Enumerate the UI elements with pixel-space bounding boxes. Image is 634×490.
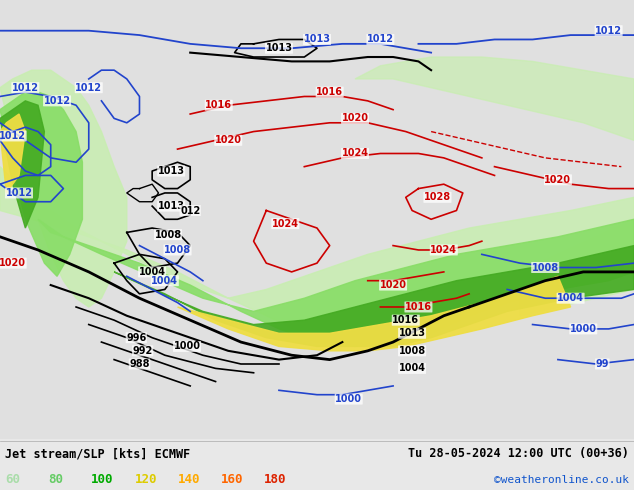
Text: 1008: 1008: [532, 263, 559, 272]
Text: 1020: 1020: [545, 175, 571, 185]
Text: 1012: 1012: [0, 131, 26, 141]
Text: 99: 99: [595, 359, 609, 369]
Text: 60: 60: [5, 473, 20, 486]
Polygon shape: [178, 276, 571, 351]
Text: 1012: 1012: [367, 34, 394, 45]
Text: 80: 80: [48, 473, 63, 486]
Text: 1000: 1000: [335, 394, 362, 404]
Text: 1004: 1004: [139, 267, 165, 277]
Text: 988: 988: [129, 359, 150, 369]
Text: 1004: 1004: [557, 293, 584, 303]
Polygon shape: [0, 92, 82, 276]
Text: 160: 160: [221, 473, 243, 486]
Polygon shape: [0, 101, 44, 228]
Text: 1013: 1013: [158, 166, 184, 176]
Text: 1004: 1004: [152, 276, 178, 286]
Text: 1008: 1008: [164, 245, 191, 255]
Text: 100: 100: [91, 473, 113, 486]
Text: 996: 996: [126, 333, 146, 343]
Text: Tu 28-05-2024 12:00 UTC (00+36): Tu 28-05-2024 12:00 UTC (00+36): [408, 447, 629, 461]
Text: 1016: 1016: [392, 315, 419, 325]
Text: ©weatheronline.co.uk: ©weatheronline.co.uk: [494, 475, 629, 485]
Text: 1008: 1008: [399, 346, 425, 356]
Text: 1000: 1000: [570, 324, 597, 334]
Text: 1024: 1024: [430, 245, 457, 255]
Text: 1008: 1008: [155, 230, 181, 240]
Polygon shape: [520, 220, 634, 316]
Polygon shape: [0, 167, 634, 342]
Text: 012: 012: [180, 205, 200, 216]
Polygon shape: [114, 245, 634, 346]
Text: Jet stream/SLP [kts] ECMWF: Jet stream/SLP [kts] ECMWF: [5, 447, 190, 461]
Text: 1028: 1028: [424, 193, 451, 202]
Text: 992: 992: [133, 346, 153, 356]
Text: 1004: 1004: [399, 364, 425, 373]
Text: 1024: 1024: [272, 219, 299, 229]
Text: 1013: 1013: [399, 328, 425, 338]
Text: 120: 120: [134, 473, 157, 486]
Text: 1024: 1024: [342, 148, 368, 158]
Text: 1020: 1020: [380, 280, 406, 290]
Text: 180: 180: [264, 473, 286, 486]
Text: 1012: 1012: [12, 83, 39, 93]
Text: 1013: 1013: [266, 43, 292, 53]
Text: 1016: 1016: [405, 302, 432, 312]
Text: 1000: 1000: [174, 342, 200, 351]
Polygon shape: [0, 70, 127, 307]
Text: 1012: 1012: [6, 188, 32, 198]
Text: 1020: 1020: [215, 135, 242, 146]
Text: 140: 140: [178, 473, 200, 486]
Text: 1016: 1016: [205, 100, 232, 110]
Text: 1016: 1016: [316, 87, 343, 97]
Polygon shape: [355, 57, 634, 140]
Text: 1012: 1012: [75, 83, 102, 93]
Text: 1012: 1012: [595, 25, 622, 36]
Text: 1020: 1020: [0, 258, 26, 268]
Polygon shape: [38, 220, 634, 346]
Text: 1013: 1013: [158, 201, 184, 211]
Text: 1013: 1013: [304, 34, 330, 45]
Text: 1012: 1012: [44, 96, 70, 106]
Text: 1020: 1020: [342, 113, 368, 123]
Polygon shape: [0, 114, 25, 193]
